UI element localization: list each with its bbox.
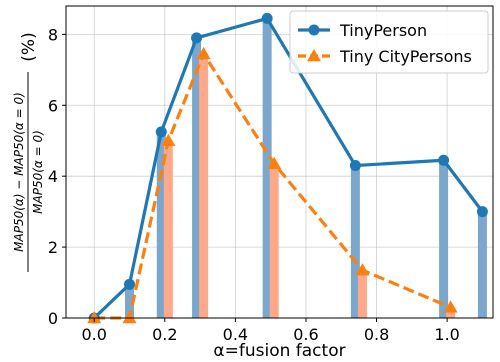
marker-tiny-citypersons (196, 46, 211, 60)
bar-tiny-citypersons (446, 307, 456, 318)
x-ticks: 0.0 0.2 0.4 0.6 0.8 1.0 (82, 318, 460, 344)
legend-entry-tiny-citypersons: Tiny CityPersons (339, 47, 472, 66)
y-tick-label: 2 (48, 238, 58, 257)
bars (125, 18, 487, 319)
y-tick-label: 6 (48, 96, 58, 115)
legend: TinyPerson Tiny CityPersons (289, 10, 489, 74)
bar-tiny-citypersons (269, 163, 279, 318)
x-axis-label: α=fusion factor (213, 341, 345, 361)
y-tick-label: 0 (48, 309, 58, 328)
bar-tiny-citypersons (357, 270, 367, 318)
marker-tiny-citypersons (355, 263, 370, 276)
bar-tinyperson (350, 165, 360, 318)
marker-tinyperson (476, 206, 488, 218)
x-tick-label: 0.4 (223, 325, 248, 344)
legend-box (289, 10, 489, 74)
line-tinyperson (93, 16, 484, 320)
bar-tinyperson (477, 211, 487, 318)
y-axis-label-unit: (%) (19, 32, 39, 61)
x-tick-label: 0.6 (293, 325, 318, 344)
x-tick-label: 0.2 (152, 325, 177, 344)
legend-entry-tinyperson: TinyPerson (339, 21, 427, 40)
marker-tinyperson (349, 160, 361, 172)
bar-tiny-citypersons (163, 140, 173, 318)
marker-tiny-citypersons (267, 156, 282, 170)
bar-tinyperson (439, 160, 449, 318)
bar-tinyperson (125, 284, 135, 318)
legend-marker-tiny-citypersons (307, 49, 321, 62)
marker-tiny-citypersons (161, 133, 176, 146)
x-tick-label: 0.0 (82, 325, 107, 344)
y-ticks: 0 2 4 6 8 (48, 25, 66, 328)
y-axis-label-numerator: MAP50(α) − MAP50(α = 0) (12, 92, 26, 252)
x-tick-label: 0.8 (364, 325, 389, 344)
bar-tinyperson (192, 37, 202, 319)
y-tick-label: 4 (48, 167, 58, 186)
marker-tinyperson (155, 126, 167, 138)
y-tick-label: 8 (48, 25, 58, 44)
plot-frame (65, 5, 494, 319)
marker-tinyperson (261, 12, 273, 24)
bar-tinyperson (156, 131, 166, 318)
marker-tinyperson (124, 278, 136, 290)
marker-tiny-citypersons (87, 311, 102, 324)
marker-tiny-citypersons (443, 300, 458, 313)
series-markers (87, 12, 488, 324)
bar-tinyperson (262, 18, 272, 319)
y-axis-label-denominator: MAP50(α = 0) (31, 130, 45, 214)
marker-tinyperson (191, 32, 203, 44)
bar-tiny-citypersons (199, 53, 209, 318)
marker-tinyperson (438, 154, 450, 166)
x-tick-label: 1.0 (434, 325, 459, 344)
legend-marker-tinyperson (308, 24, 320, 36)
y-axis-label: MAP50(α) − MAP50(α = 0) MAP50(α = 0) (%) (12, 32, 45, 272)
marker-tiny-citypersons (122, 311, 137, 324)
